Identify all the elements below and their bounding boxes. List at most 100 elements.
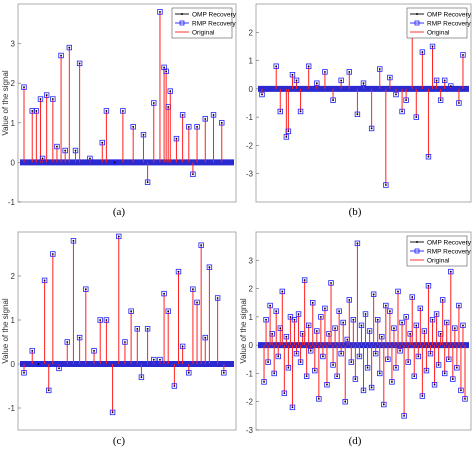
omp-marker-a-9 xyxy=(64,149,67,152)
omp-marker-d-4 xyxy=(271,332,274,335)
omp-marker-b-2 xyxy=(279,110,282,113)
rmp-marker-d-30 xyxy=(322,305,328,312)
omp-marker-d-5 xyxy=(273,372,276,375)
rmp-marker-d-0 xyxy=(261,379,267,385)
omp-marker-a-11 xyxy=(74,149,77,152)
omp-marker-d-73 xyxy=(411,296,414,298)
rmp-marker-d-23 xyxy=(308,348,314,354)
rmp-marker-d-82 xyxy=(427,350,434,357)
caption-c: (c) xyxy=(112,435,126,447)
omp-marker-a-17 xyxy=(121,110,124,112)
rmp-marker-d-16 xyxy=(293,350,300,357)
omp-marker-a-7 xyxy=(56,145,58,148)
ytick-label-d-4: 1 xyxy=(249,313,254,322)
rmp-marker-d-15 xyxy=(291,316,298,323)
rmp-marker-d-56 xyxy=(375,316,381,323)
ytick-label-c-1: 0 xyxy=(11,360,16,369)
omp-marker-d-87 xyxy=(439,332,442,335)
rmp-marker-b-16 xyxy=(368,125,375,132)
omp-marker-d-69 xyxy=(403,414,405,417)
omp-marker-d-9 xyxy=(281,290,284,293)
legend-d: OMP Recovery RMP Recovery Original xyxy=(406,235,472,267)
rmp-marker-d-90 xyxy=(444,319,450,326)
rmp-marker-a-6 xyxy=(50,96,56,102)
omp-marker-c-33 xyxy=(208,266,211,269)
ytick-label-a-3: 2 xyxy=(11,79,16,88)
omp-marker-c-23 xyxy=(163,292,165,295)
rmp-marker-d-80 xyxy=(423,367,430,374)
omp-marker-b-28 xyxy=(435,79,438,82)
legend-label-d-2: Original xyxy=(427,257,450,264)
omp-marker-d-81 xyxy=(427,284,430,287)
ytick-label-b-1: -2 xyxy=(246,141,254,150)
omp-marker-d-27 xyxy=(317,397,320,400)
rmp-marker-b-13 xyxy=(346,69,352,75)
omp-marker-b-14 xyxy=(356,113,359,116)
omp-marker-d-46 xyxy=(356,242,359,245)
omp-marker-d-52 xyxy=(368,330,371,332)
omp-marker-c-2 xyxy=(37,363,40,365)
rmp-marker-b-3 xyxy=(283,134,290,140)
omp-marker-d-79 xyxy=(423,330,426,332)
omp-marker-d-40 xyxy=(344,400,347,403)
legend-label-d-0: OMP Recovery xyxy=(427,239,472,246)
rmp-marker-c-4 xyxy=(46,387,52,394)
omp-marker-d-65 xyxy=(395,366,397,369)
rmp-marker-d-68 xyxy=(399,319,405,326)
omp-marker-d-39 xyxy=(342,321,345,324)
omp-marker-c-6 xyxy=(58,367,60,370)
omp-marker-d-45 xyxy=(354,378,357,380)
rmp-marker-a-26 xyxy=(167,88,173,94)
omp-marker-b-32 xyxy=(458,102,460,104)
rmp-marker-d-18 xyxy=(297,359,304,365)
omp-marker-a-25 xyxy=(167,106,170,108)
omp-marker-c-27 xyxy=(181,345,184,348)
rmp-marker-c-12 xyxy=(97,317,103,323)
rmp-marker-d-35 xyxy=(332,325,338,331)
omp-marker-d-19 xyxy=(301,332,304,335)
rmp-marker-d-42 xyxy=(346,297,352,303)
omp-marker-c-16 xyxy=(124,341,126,343)
rmp-marker-b-19 xyxy=(387,74,393,81)
ylabel-c: Value of the signal xyxy=(1,298,10,363)
ytick-label-d-6: 3 xyxy=(249,256,254,265)
rmp-marker-d-31 xyxy=(324,382,330,388)
rmp-marker-d-73 xyxy=(409,294,415,300)
rmp-marker-d-48 xyxy=(358,322,365,329)
plot-c: -1 0 1 2 Value of the signal xyxy=(1,231,237,431)
ytick-label-d-1: -2 xyxy=(246,398,254,407)
omp-marker-d-90 xyxy=(445,321,448,324)
omp-marker-d-23 xyxy=(309,349,312,352)
rmp-marker-d-9 xyxy=(279,288,285,295)
rmp-marker-b-11 xyxy=(330,97,336,103)
rmp-marker-b-30 xyxy=(441,77,448,84)
rmp-marker-d-38 xyxy=(338,350,344,357)
omp-marker-d-44 xyxy=(352,318,355,321)
rmp-marker-c-11 xyxy=(91,348,97,354)
omp-marker-a-14 xyxy=(101,141,104,144)
rmp-marker-d-33 xyxy=(328,280,334,286)
legend-label-a-0: OMP Recovery xyxy=(192,11,237,18)
rmp-marker-d-10 xyxy=(281,390,288,396)
rmp-marker-b-31 xyxy=(448,83,454,89)
rmp-marker-c-35 xyxy=(221,370,227,376)
omp-marker-a-22 xyxy=(159,11,161,13)
rmp-marker-d-46 xyxy=(354,240,361,247)
omp-marker-d-7 xyxy=(277,355,280,358)
rmp-marker-d-11 xyxy=(283,333,290,340)
omp-marker-d-49 xyxy=(362,389,365,392)
omp-marker-d-77 xyxy=(419,307,422,310)
ylabel-d: Value of the signal xyxy=(239,298,248,363)
rmp-marker-a-24 xyxy=(163,68,169,75)
rmp-marker-d-85 xyxy=(433,311,440,317)
rmp-marker-c-29 xyxy=(190,286,196,292)
omp-marker-b-0 xyxy=(261,93,263,96)
rmp-marker-c-24 xyxy=(165,308,171,314)
omp-marker-d-35 xyxy=(334,327,336,330)
omp-marker-d-91 xyxy=(447,358,450,361)
omp-marker-c-31 xyxy=(200,244,203,247)
ytick-label-a-0: -1 xyxy=(8,198,16,207)
plot-d: -3 -2 -1 0 1 2 3 Value of the signal OMP Recover… xyxy=(239,231,472,435)
omp-marker-b-20 xyxy=(395,93,397,96)
omp-marker-b-18 xyxy=(384,184,387,186)
